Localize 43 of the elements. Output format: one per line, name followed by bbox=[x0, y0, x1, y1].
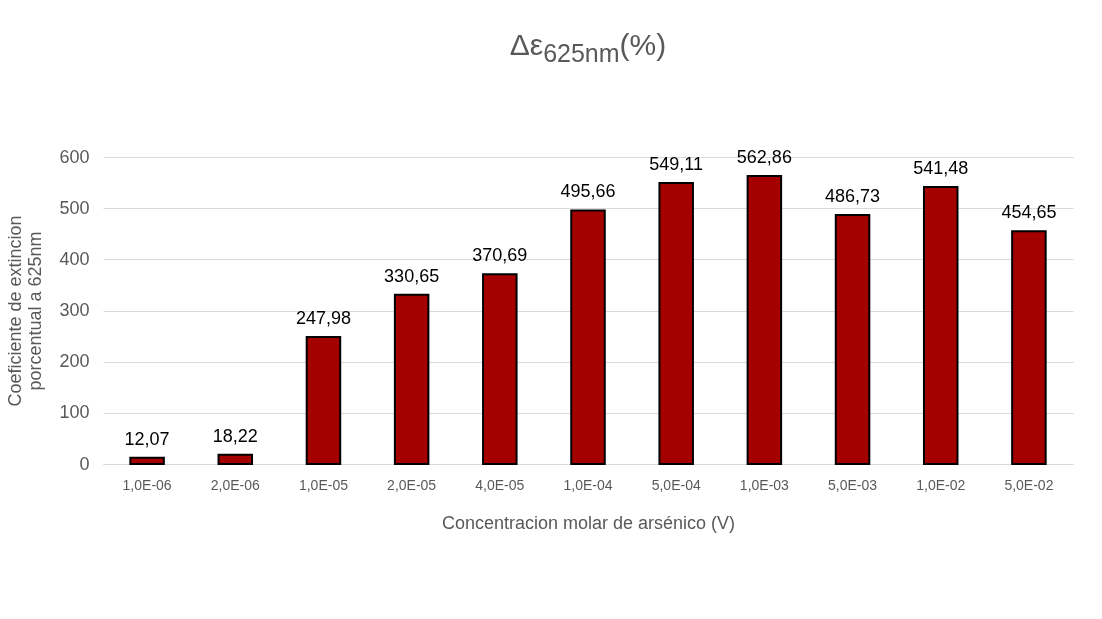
x-tick-label: 1,0E-03 bbox=[739, 476, 790, 493]
x-tick-label: 2,0E-06 bbox=[210, 476, 260, 493]
bar bbox=[922, 185, 959, 465]
x-tick-label: 5,0E-04 bbox=[651, 476, 701, 493]
bar bbox=[129, 456, 165, 465]
y-tick-label: 300 bbox=[59, 300, 90, 320]
data-label: 370,69 bbox=[472, 245, 528, 266]
data-label: 486,73 bbox=[825, 185, 881, 206]
data-label: 330,65 bbox=[384, 265, 440, 286]
bar bbox=[570, 209, 606, 465]
y-tick-label: 0 bbox=[79, 453, 90, 474]
y-axis-title: Coeficiente de extincion porcentual a 625nm bbox=[5, 215, 46, 407]
data-label: 18,22 bbox=[212, 425, 258, 446]
bar bbox=[746, 175, 783, 465]
x-tick-label: 1,0E-06 bbox=[122, 476, 172, 493]
x-tick-label: 5,0E-03 bbox=[828, 476, 878, 493]
data-label: 495,66 bbox=[560, 181, 616, 202]
y-tick-label: 500 bbox=[59, 197, 90, 218]
x-tick-label: 4,0E-05 bbox=[475, 476, 525, 493]
data-label: 247,98 bbox=[295, 308, 351, 329]
data-label: 562,86 bbox=[736, 147, 792, 167]
bar bbox=[305, 336, 342, 465]
y-tick-label: 600 bbox=[59, 146, 90, 167]
bar bbox=[1011, 230, 1047, 465]
data-label: 454,65 bbox=[1001, 202, 1057, 223]
chart-title: Δε$_{625nm}$(%) bbox=[508, 28, 668, 68]
data-label: 12,07 bbox=[124, 428, 170, 449]
bar bbox=[482, 273, 518, 465]
bar bbox=[658, 182, 694, 465]
y-tick-label: 200 bbox=[59, 351, 90, 372]
x-axis-title: Concentracion molar de arsénico (V) bbox=[441, 512, 736, 533]
y-tick-label: 100 bbox=[59, 402, 90, 423]
bar bbox=[393, 293, 430, 465]
data-label: 541,48 bbox=[913, 157, 969, 178]
x-tick-label: 1,0E-02 bbox=[916, 476, 966, 493]
bar bbox=[834, 213, 871, 465]
y-tick-label: 400 bbox=[59, 248, 90, 269]
bar bbox=[217, 453, 254, 465]
x-tick-label: 5,0E-02 bbox=[1004, 476, 1054, 493]
x-tick-label: 1,0E-05 bbox=[298, 476, 349, 493]
x-tick-label: 1,0E-04 bbox=[563, 476, 613, 493]
data-label: 549,11 bbox=[649, 154, 704, 175]
x-tick-label: 2,0E-05 bbox=[387, 476, 437, 493]
